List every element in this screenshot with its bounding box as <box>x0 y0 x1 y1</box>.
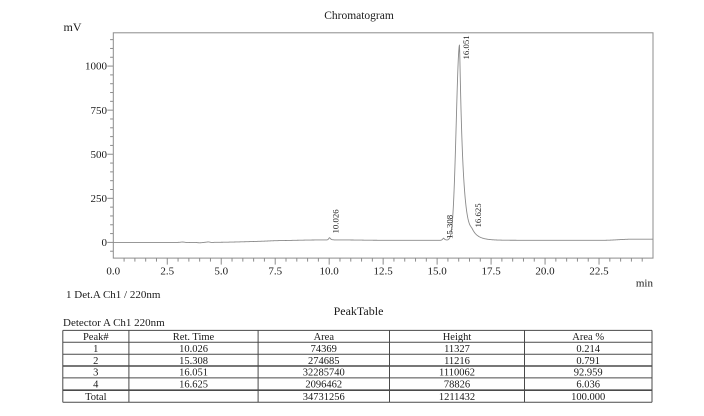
svg-text:74369: 74369 <box>311 344 337 355</box>
svg-text:Height: Height <box>443 332 472 343</box>
svg-text:Chromatogram: Chromatogram <box>324 10 394 22</box>
svg-text:6.036: 6.036 <box>576 380 600 391</box>
svg-text:16.625: 16.625 <box>473 203 483 228</box>
svg-text:20.0: 20.0 <box>535 266 555 278</box>
svg-text:1211432: 1211432 <box>439 392 475 403</box>
svg-text:PeakTable: PeakTable <box>334 304 384 318</box>
svg-text:15.308: 15.308 <box>179 356 208 367</box>
svg-text:Total: Total <box>85 392 107 403</box>
svg-text:16.625: 16.625 <box>179 380 208 391</box>
svg-text:0.791: 0.791 <box>576 356 600 367</box>
svg-text:2: 2 <box>93 356 98 367</box>
svg-text:mV: mV <box>64 20 82 34</box>
svg-text:15.0: 15.0 <box>427 266 447 278</box>
svg-text:0.214: 0.214 <box>576 344 600 355</box>
svg-text:5.0: 5.0 <box>214 266 228 278</box>
svg-text:4: 4 <box>93 380 99 391</box>
svg-text:78826: 78826 <box>444 380 470 391</box>
svg-text:min: min <box>636 278 654 290</box>
svg-text:Area: Area <box>314 332 335 343</box>
svg-text:11327: 11327 <box>444 344 470 355</box>
svg-text:12.5: 12.5 <box>374 266 394 278</box>
svg-text:92.959: 92.959 <box>574 368 603 379</box>
svg-text:Detector A Ch1 220nm: Detector A Ch1 220nm <box>63 317 165 329</box>
svg-text:10.026: 10.026 <box>179 344 208 355</box>
svg-text:2096462: 2096462 <box>305 380 342 391</box>
svg-text:750: 750 <box>91 105 108 117</box>
svg-text:16.051: 16.051 <box>179 368 208 379</box>
svg-text:Area %: Area % <box>572 332 604 343</box>
svg-text:17.5: 17.5 <box>481 266 501 278</box>
svg-text:Peak#: Peak# <box>83 332 109 343</box>
svg-text:32285740: 32285740 <box>303 368 345 379</box>
svg-text:2.5: 2.5 <box>160 266 174 278</box>
svg-text:100.000: 100.000 <box>571 392 605 403</box>
svg-text:10.0: 10.0 <box>320 266 340 278</box>
svg-text:16.051: 16.051 <box>461 35 471 59</box>
svg-text:1: 1 <box>93 344 98 355</box>
svg-text:22.5: 22.5 <box>589 266 609 278</box>
svg-text:0: 0 <box>102 237 108 249</box>
svg-text:10.026: 10.026 <box>330 209 340 234</box>
svg-text:500: 500 <box>91 149 108 161</box>
svg-text:34731256: 34731256 <box>303 392 345 403</box>
svg-text:0.0: 0.0 <box>106 266 120 278</box>
svg-text:3: 3 <box>93 368 98 379</box>
svg-text:1 Det.A Ch1 / 220nm: 1 Det.A Ch1 / 220nm <box>66 289 161 301</box>
svg-text:1000: 1000 <box>85 61 108 73</box>
svg-text:15.308: 15.308 <box>445 214 455 239</box>
svg-text:250: 250 <box>91 193 108 205</box>
svg-text:Ret. Time: Ret. Time <box>173 332 215 343</box>
svg-text:1110062: 1110062 <box>439 368 475 379</box>
svg-text:274685: 274685 <box>308 356 340 367</box>
svg-text:7.5: 7.5 <box>268 266 282 278</box>
svg-text:11216: 11216 <box>444 356 470 367</box>
